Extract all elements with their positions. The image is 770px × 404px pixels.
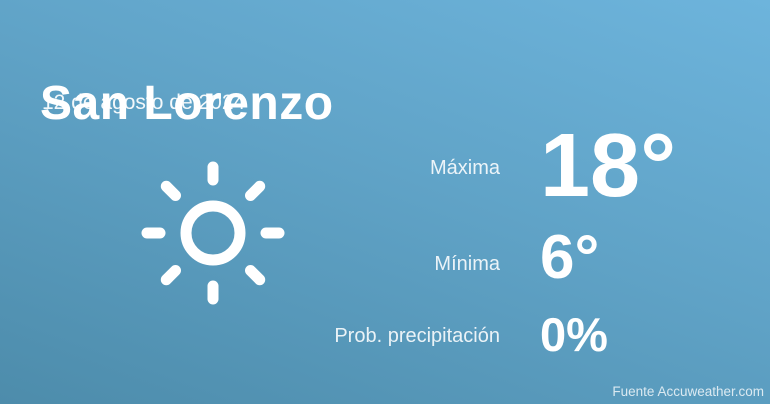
max-temp-label: Máxima xyxy=(429,157,500,179)
precip-prob-label: Prob. precipitación xyxy=(334,325,500,347)
min-temp-value: 6° xyxy=(540,223,600,292)
max-temp-value: 18° xyxy=(540,116,677,216)
sun-icon xyxy=(138,158,288,308)
source-attribution: Fuente Accuweather.com xyxy=(612,383,764,399)
date-subtitle: 12 de agosto de 2024 xyxy=(42,91,246,114)
precip-prob-value: 0% xyxy=(540,308,608,361)
page-title: San Lorenzo xyxy=(40,77,334,131)
min-temp-label: Mínima xyxy=(434,253,500,275)
